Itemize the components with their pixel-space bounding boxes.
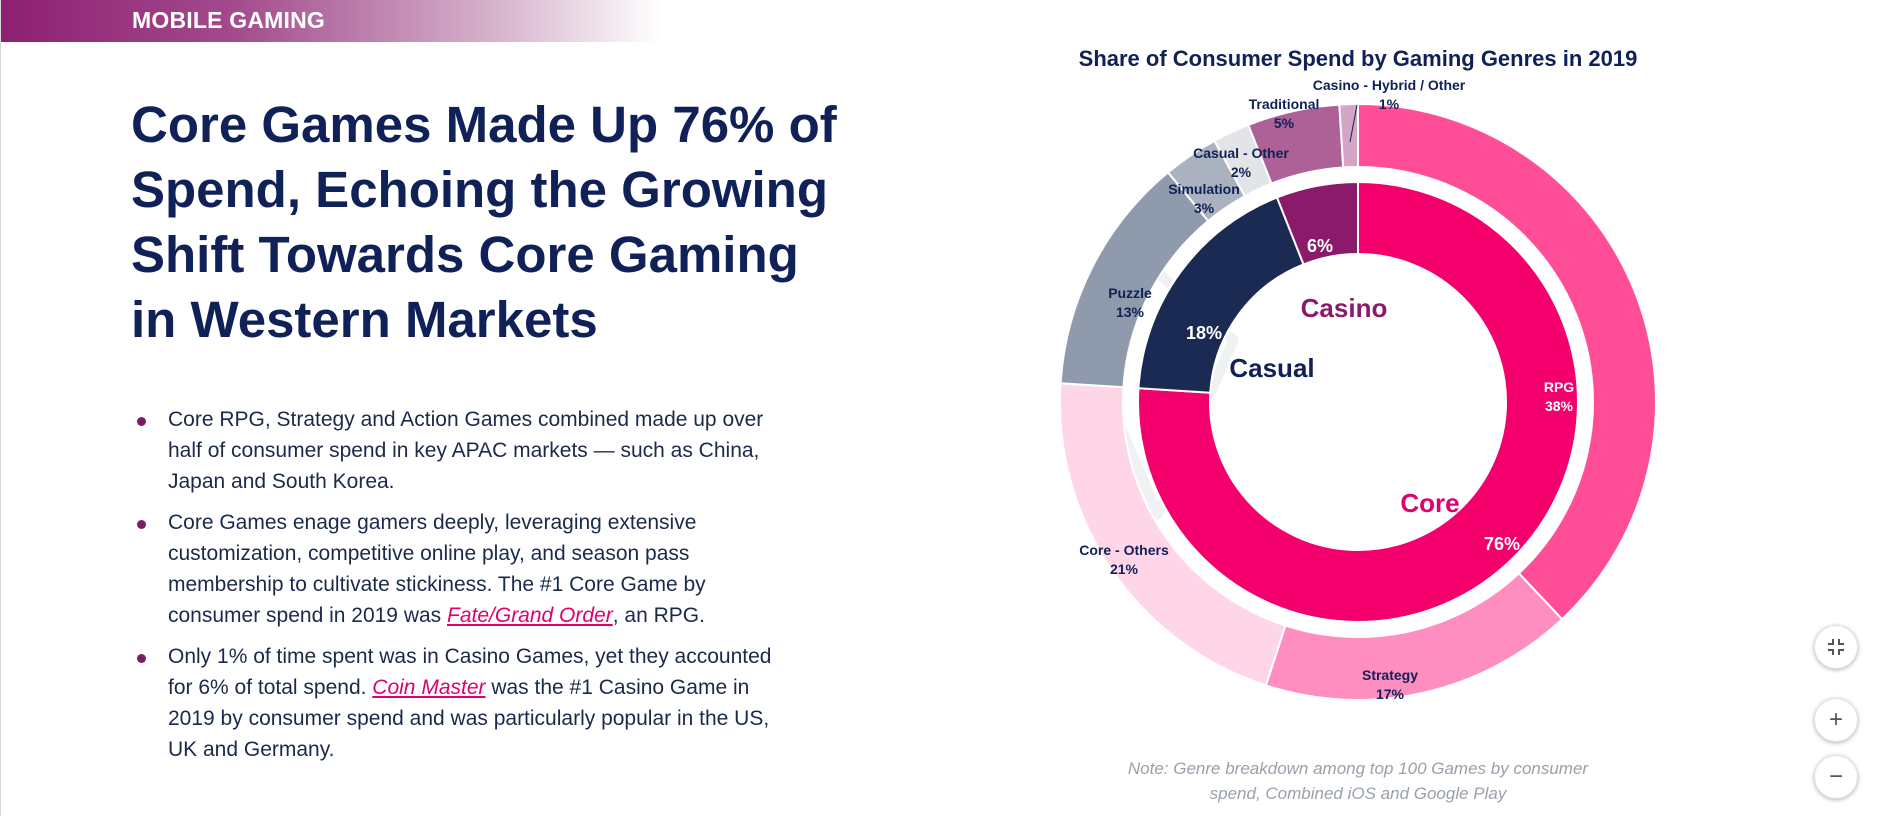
outer-pct-casino-hybrid-other: 1% xyxy=(1379,96,1400,112)
coin-master-link[interactable]: Coin Master xyxy=(372,676,486,699)
fate-grand-order-link[interactable]: Fate/Grand Order xyxy=(447,604,613,627)
bullet-text: , an RPG. xyxy=(612,604,705,627)
bullet-item: Only 1% of time spent was in Casino Game… xyxy=(132,641,772,765)
plus-icon: + xyxy=(1828,706,1843,733)
outer-label-simulation: Simulation xyxy=(1168,181,1240,197)
chart-title: Share of Consumer Spend by Gaming Genres… xyxy=(1078,46,1638,71)
outer-slice-rpg xyxy=(1357,102,1657,621)
outer-label-strategy: Strategy xyxy=(1362,667,1418,683)
leader-line-casino-hybrid-other xyxy=(1349,104,1358,143)
outer-pct-rpg: 38% xyxy=(1545,398,1574,414)
outer-pct-puzzle: 13% xyxy=(1116,304,1145,320)
bullet-list: Core RPG, Strategy and Action Games comb… xyxy=(132,404,772,775)
center-label-core: Core xyxy=(1400,488,1459,518)
center-label-casual: Casual xyxy=(1229,353,1314,383)
section-banner: MOBILE GAMING xyxy=(1,0,661,42)
chart-note: Note: Genre breakdown among top 100 Game… xyxy=(1127,759,1589,803)
outer-label-rpg: RPG xyxy=(1544,379,1574,395)
fit-screen-button[interactable] xyxy=(1814,625,1858,669)
headline: Core Games Made Up 76% of Spend, Echoing… xyxy=(131,96,837,348)
outer-label-traditional: Traditional xyxy=(1249,96,1320,112)
outer-pct-simulation: 3% xyxy=(1194,200,1215,216)
bullet-text: Only 1% of time spent was in Casino Game… xyxy=(168,645,772,699)
section-label: MOBILE GAMING xyxy=(132,7,325,33)
inner-slice-core xyxy=(1137,180,1579,623)
bullet-dot-icon xyxy=(137,417,146,426)
collapse-icon xyxy=(1828,639,1844,655)
outer-label-casual-other: Casual - Other xyxy=(1193,145,1289,161)
outer-pct-traditional: 5% xyxy=(1274,115,1295,131)
inner-pct-casual: 18% xyxy=(1186,323,1222,343)
outer-label-casino-hybrid-other: Casino - Hybrid / Other xyxy=(1313,77,1466,93)
center-label-casino: Casino xyxy=(1301,293,1388,323)
bullet-item: Core Games enage gamers deeply, leveragi… xyxy=(132,507,772,631)
outer-pct-strategy: 17% xyxy=(1376,686,1405,702)
outer-label-core-others: Core - Others xyxy=(1079,542,1169,558)
bullet-text: Core Games enage gamers deeply, leveragi… xyxy=(168,511,706,627)
bullet-text: was the #1 Casino Game in 2019 by consum… xyxy=(168,676,770,761)
outer-pct-core-others: 21% xyxy=(1110,561,1139,577)
inner-pct-core: 76% xyxy=(1484,534,1520,554)
bullet-item: Core RPG, Strategy and Action Games comb… xyxy=(132,404,772,497)
outer-slice-casino-hybrid-other xyxy=(1338,102,1359,169)
outer-pct-casual-other: 2% xyxy=(1231,164,1252,180)
bullet-dot-icon xyxy=(137,520,146,529)
minus-icon: − xyxy=(1828,763,1843,790)
zoom-in-button[interactable]: + xyxy=(1814,698,1858,742)
bullet-dot-icon xyxy=(137,654,146,663)
donut-chart: RPG 38% Strategy 17% Core - Others 21% Puzzle 1… xyxy=(1059,77,1657,702)
inner-pct-casino: 6% xyxy=(1307,236,1333,256)
bullet-text: Core RPG, Strategy and Action Games comb… xyxy=(168,408,764,493)
inner-slice-casino xyxy=(1275,180,1359,266)
outer-label-puzzle: Puzzle xyxy=(1108,285,1152,301)
zoom-out-button[interactable]: − xyxy=(1814,755,1858,799)
